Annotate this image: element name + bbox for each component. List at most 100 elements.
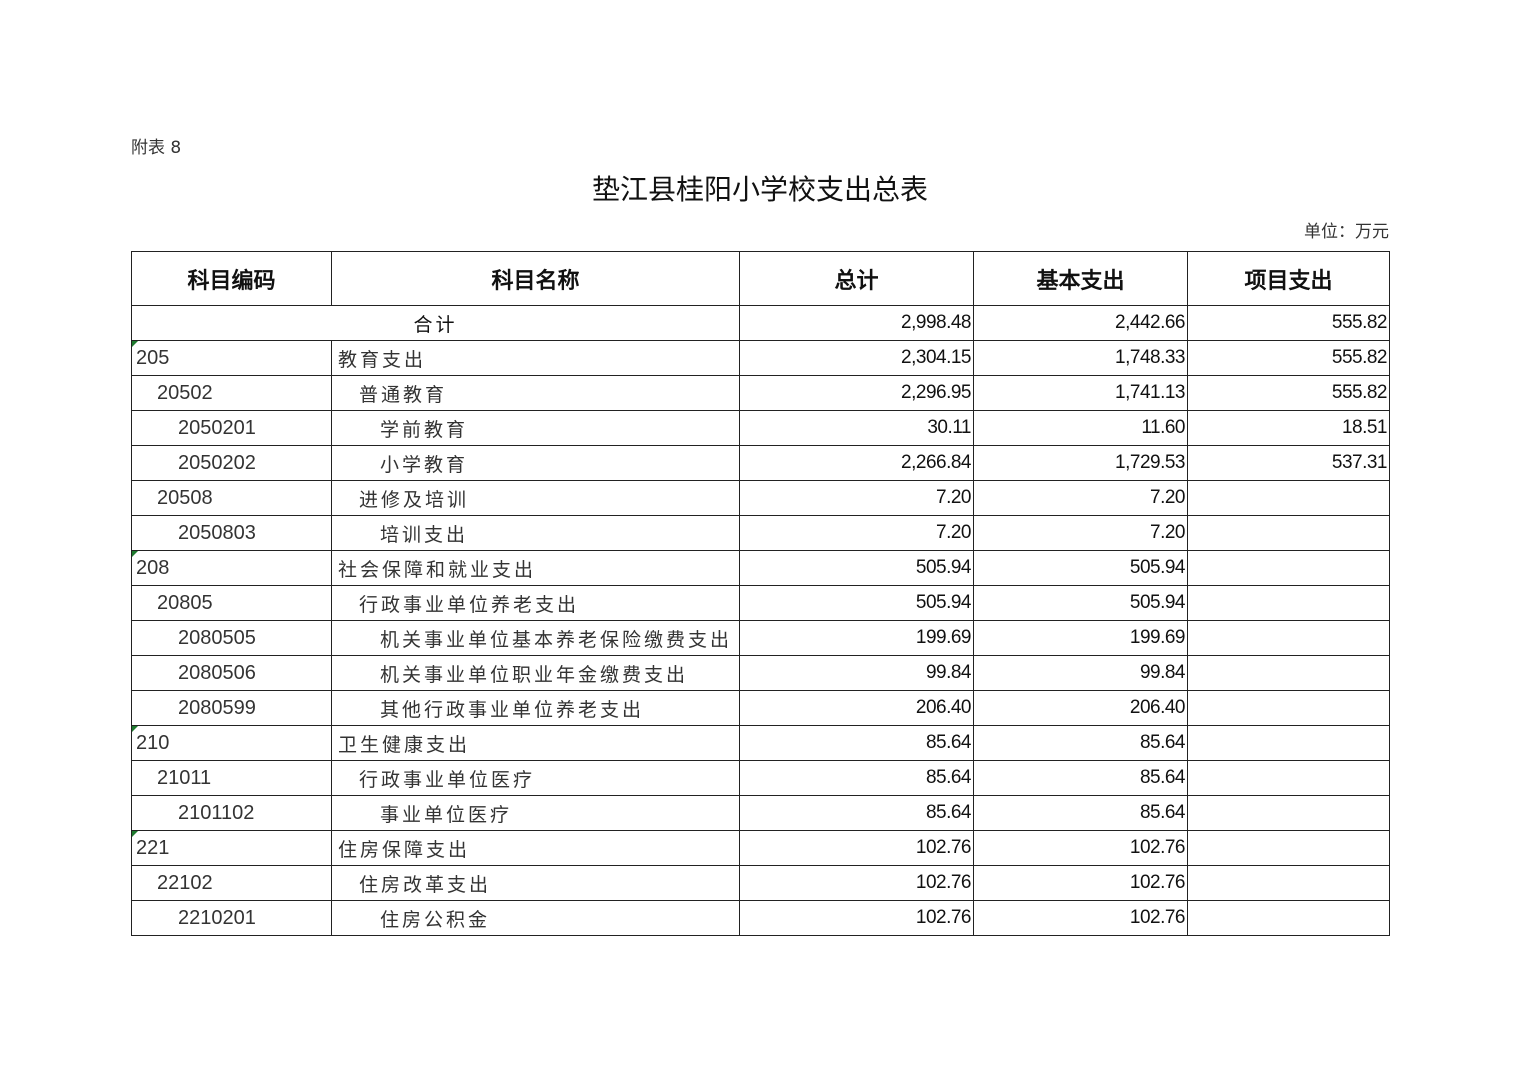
- cell-marker-icon: [132, 551, 138, 557]
- cell-code: 2080506: [131, 655, 332, 691]
- table-row: 2050201 学前教育 30.11 11.60 18.51: [131, 410, 1390, 446]
- cell-project: [1187, 585, 1390, 621]
- cell-marker-icon: [132, 831, 138, 837]
- cell-basic: 7.20: [973, 480, 1188, 516]
- cell-name: 进修及培训: [331, 480, 740, 516]
- cell-basic: 206.40: [973, 690, 1188, 726]
- cell-code: 208: [131, 550, 332, 586]
- cell-project: 18.51: [1187, 410, 1390, 446]
- cell-code: 210: [131, 725, 332, 761]
- total-project: 555.82: [1187, 305, 1390, 341]
- cell-marker-icon: [132, 726, 138, 732]
- annex-label: 附表 8: [131, 138, 182, 158]
- cell-total: 505.94: [739, 550, 974, 586]
- cell-name: 住房保障支出: [331, 830, 740, 866]
- total-total: 2,998.48: [739, 305, 974, 341]
- table-row: 221 住房保障支出 102.76 102.76: [131, 830, 1390, 866]
- cell-name: 行政事业单位医疗: [331, 760, 740, 796]
- cell-name: 卫生健康支出: [331, 725, 740, 761]
- cell-basic: 1,741.13: [973, 375, 1188, 411]
- cell-project: 555.82: [1187, 340, 1390, 376]
- cell-code: 221: [131, 830, 332, 866]
- table-row: 2080506 机关事业单位职业年金缴费支出 99.84 99.84: [131, 655, 1390, 691]
- cell-project: [1187, 690, 1390, 726]
- cell-total: 7.20: [739, 480, 974, 516]
- cell-basic: 102.76: [973, 830, 1188, 866]
- cell-code: 20508: [131, 480, 332, 516]
- cell-project: [1187, 550, 1390, 586]
- cell-total: 2,304.15: [739, 340, 974, 376]
- cell-name: 普通教育: [331, 375, 740, 411]
- cell-basic: 85.64: [973, 725, 1188, 761]
- cell-marker-icon: [132, 341, 138, 347]
- cell-code: 2210201: [131, 900, 332, 936]
- cell-project: [1187, 480, 1390, 516]
- cell-project: [1187, 655, 1390, 691]
- cell-name: 事业单位医疗: [331, 795, 740, 831]
- cell-basic: 85.64: [973, 760, 1188, 796]
- cell-code: 2080599: [131, 690, 332, 726]
- cell-project: [1187, 865, 1390, 901]
- cell-total: 2,296.95: [739, 375, 974, 411]
- table-row: 20502 普通教育 2,296.95 1,741.13 555.82: [131, 375, 1390, 411]
- header-basic: 基本支出: [973, 251, 1188, 306]
- cell-project: [1187, 795, 1390, 831]
- table-row: 2050803 培训支出 7.20 7.20: [131, 515, 1390, 551]
- cell-name: 培训支出: [331, 515, 740, 551]
- expenditure-table: 科目编码 科目名称 总计 基本支出 项目支出 合计 2,998.48 2,442…: [131, 251, 1390, 936]
- cell-project: [1187, 620, 1390, 656]
- cell-total: 30.11: [739, 410, 974, 446]
- cell-basic: 1,748.33: [973, 340, 1188, 376]
- cell-total: 7.20: [739, 515, 974, 551]
- total-basic: 2,442.66: [973, 305, 1188, 341]
- total-row: 合计 2,998.48 2,442.66 555.82: [131, 305, 1390, 341]
- header-project: 项目支出: [1187, 251, 1390, 306]
- cell-basic: 11.60: [973, 410, 1188, 446]
- cell-code: 2080505: [131, 620, 332, 656]
- table-row: 2050202 小学教育 2,266.84 1,729.53 537.31: [131, 445, 1390, 481]
- cell-basic: 102.76: [973, 900, 1188, 936]
- cell-project: [1187, 900, 1390, 936]
- cell-name: 行政事业单位养老支出: [331, 585, 740, 621]
- cell-code: 22102: [131, 865, 332, 901]
- header-total: 总计: [739, 251, 974, 306]
- cell-basic: 1,729.53: [973, 445, 1188, 481]
- cell-name: 住房改革支出: [331, 865, 740, 901]
- cell-code: 2050803: [131, 515, 332, 551]
- cell-total: 85.64: [739, 760, 974, 796]
- cell-total: 102.76: [739, 900, 974, 936]
- cell-total: 102.76: [739, 830, 974, 866]
- cell-total: 85.64: [739, 795, 974, 831]
- table-row: 205 教育支出 2,304.15 1,748.33 555.82: [131, 340, 1390, 376]
- cell-code: 2050201: [131, 410, 332, 446]
- cell-total: 505.94: [739, 585, 974, 621]
- cell-total: 102.76: [739, 865, 974, 901]
- cell-project: [1187, 725, 1390, 761]
- cell-basic: 102.76: [973, 865, 1188, 901]
- table-row: 20805 行政事业单位养老支出 505.94 505.94: [131, 585, 1390, 621]
- cell-total: 85.64: [739, 725, 974, 761]
- cell-basic: 505.94: [973, 550, 1188, 586]
- cell-code: 20502: [131, 375, 332, 411]
- cell-code: 20805: [131, 585, 332, 621]
- table-row: 210 卫生健康支出 85.64 85.64: [131, 725, 1390, 761]
- cell-name: 教育支出: [331, 340, 740, 376]
- cell-total: 99.84: [739, 655, 974, 691]
- cell-basic: 505.94: [973, 585, 1188, 621]
- cell-code: 21011: [131, 760, 332, 796]
- cell-name: 小学教育: [331, 445, 740, 481]
- header-code: 科目编码: [131, 251, 332, 306]
- cell-basic: 7.20: [973, 515, 1188, 551]
- cell-code: 2101102: [131, 795, 332, 831]
- cell-name: 学前教育: [331, 410, 740, 446]
- total-label: 合计: [131, 305, 740, 341]
- cell-code: 205: [131, 340, 332, 376]
- cell-total: 199.69: [739, 620, 974, 656]
- table-row: 2210201 住房公积金 102.76 102.76: [131, 900, 1390, 936]
- table-row: 21011 行政事业单位医疗 85.64 85.64: [131, 760, 1390, 796]
- cell-name: 机关事业单位基本养老保险缴费支出: [331, 620, 740, 656]
- cell-name: 机关事业单位职业年金缴费支出: [331, 655, 740, 691]
- page-title: 垫江县桂阳小学校支出总表: [591, 173, 928, 206]
- header-name: 科目名称: [331, 251, 740, 306]
- cell-code: 2050202: [131, 445, 332, 481]
